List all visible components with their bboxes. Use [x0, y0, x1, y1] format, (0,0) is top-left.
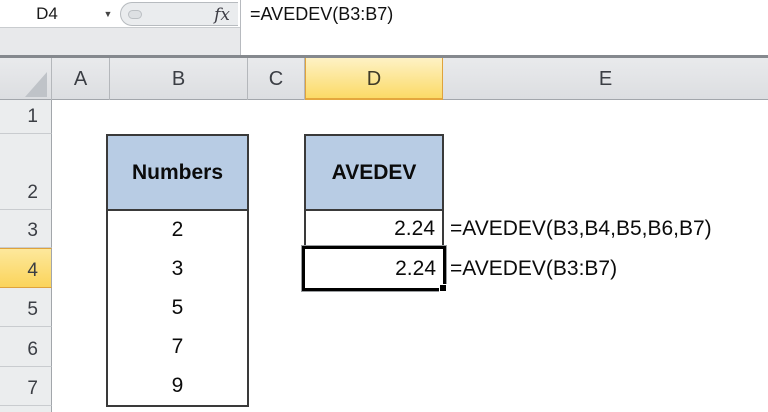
cell-d3[interactable]: 2.24 — [304, 209, 444, 249]
fill-handle[interactable] — [439, 284, 447, 292]
row-header-3[interactable]: 3 — [0, 210, 52, 248]
row-header-5[interactable]: 5 — [0, 288, 52, 327]
cell-d4-value: 2.24 — [395, 256, 436, 280]
row-header-1[interactable]: 1 — [0, 100, 52, 134]
cell-d2-avedev-header[interactable]: AVEDEV — [304, 134, 444, 211]
cell-b7[interactable]: 9 — [171, 373, 184, 397]
name-box-dropdown-button[interactable]: ▼ — [96, 0, 120, 28]
chrome-filler — [0, 28, 240, 55]
row-header-6[interactable]: 6 — [0, 327, 52, 367]
column-header-a[interactable]: A — [52, 58, 110, 100]
column-header-e[interactable]: E — [598, 67, 613, 90]
row-header-4[interactable]: 4 — [0, 248, 52, 288]
row-header-2[interactable]: 2 — [0, 134, 52, 210]
cell-b4[interactable]: 3 — [171, 257, 184, 281]
cell-e4-formula-text[interactable]: =AVEDEV(B3:B7) — [450, 257, 618, 280]
select-all-corner[interactable] — [0, 58, 52, 100]
formula-bar[interactable]: =AVEDEV(B3:B7) — [240, 0, 768, 55]
column-header-d[interactable]: D — [305, 58, 443, 100]
name-box-row: D4 ▼ fx — [0, 0, 240, 28]
formula-bar-text[interactable]: =AVEDEV(B3:B7) — [250, 4, 394, 24]
chevron-down-icon: ▼ — [103, 9, 113, 19]
name-box[interactable]: D4 — [36, 4, 58, 23]
formula-bar-resize-handle[interactable] — [128, 10, 142, 19]
select-all-triangle-icon — [25, 72, 47, 97]
cell-b3[interactable]: 2 — [171, 218, 184, 242]
cell-d4-selected[interactable]: 2.24 — [302, 246, 447, 292]
cell-e3-formula-text[interactable]: =AVEDEV(B3,B4,B5,B6,B7) — [450, 217, 712, 240]
formula-bar-divider: fx — [120, 2, 238, 26]
cell-b2-numbers-header[interactable]: Numbers — [106, 134, 249, 211]
cell-b6[interactable]: 7 — [171, 334, 184, 358]
insert-function-icon[interactable]: fx — [214, 5, 230, 25]
column-header-b[interactable]: B — [110, 58, 248, 100]
column-header-c[interactable]: C — [248, 58, 305, 100]
cell-b5[interactable]: 5 — [171, 295, 184, 319]
numbers-value-range: 2 3 5 7 9 — [106, 209, 249, 407]
column-header-row: A B C D E — [0, 58, 768, 100]
row-header-7[interactable]: 7 — [0, 367, 52, 406]
chrome-divider-line — [0, 55, 768, 58]
row-header-partial — [0, 406, 52, 412]
